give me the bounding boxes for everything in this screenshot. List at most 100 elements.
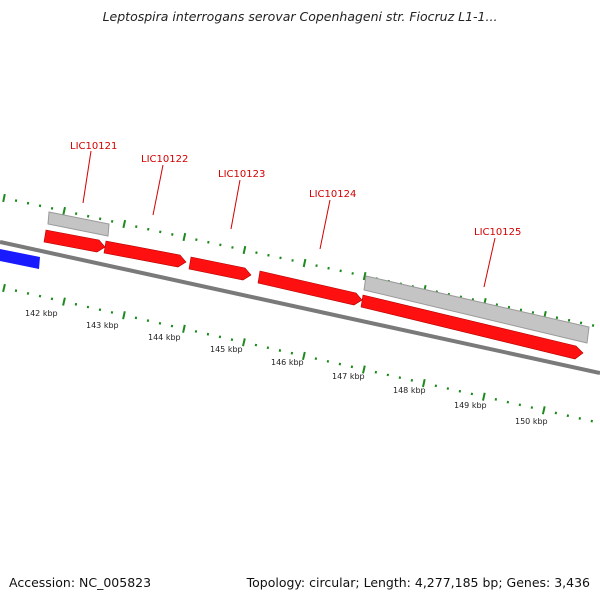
inner-minor-tick: [458, 389, 462, 393]
outer-minor-tick: [207, 240, 210, 244]
inner-minor-tick: [338, 362, 342, 366]
genome-backbone: [0, 240, 600, 375]
outer-minor-tick: [339, 269, 342, 273]
outer-minor-tick: [171, 233, 174, 236]
inner-minor-tick: [50, 297, 54, 301]
outer-minor-tick: [255, 251, 258, 255]
outer-minor-tick: [579, 321, 583, 325]
kbp-label-144: 144 kbp: [148, 333, 181, 342]
gene-label-lic10121: LIC10121: [70, 141, 117, 152]
outer-minor-tick: [315, 264, 318, 268]
feature-grey-2[interactable]: [363, 275, 590, 344]
inner-major-tick: [302, 351, 306, 361]
outer-minor-tick: [591, 324, 595, 327]
inner-minor-tick: [530, 406, 534, 409]
inner-minor-tick: [578, 417, 582, 420]
inner-major-tick: [242, 338, 246, 347]
inner-minor-tick: [134, 316, 138, 320]
outer-major-tick: [242, 245, 247, 255]
inner-minor-tick: [158, 321, 162, 325]
inner-minor-tick: [314, 357, 318, 361]
gene-lic10122[interactable]: [103, 240, 187, 268]
gene-label-lic10123: LIC10123: [218, 169, 265, 180]
kbp-label-148: 148 kbp: [393, 386, 426, 395]
gene-lic10121[interactable]: [43, 229, 106, 253]
outer-minor-tick: [531, 311, 535, 314]
gene-lic10123[interactable]: [188, 256, 252, 281]
inner-minor-tick: [194, 330, 198, 333]
inner-major-tick: [482, 392, 486, 401]
inner-minor-tick: [110, 311, 114, 314]
outer-major-tick: [62, 206, 66, 216]
outer-minor-tick: [110, 219, 114, 223]
outer-minor-tick: [38, 204, 42, 208]
inner-tick-ring: [2, 283, 594, 423]
accession-text: Accession: NC_005823: [9, 575, 152, 590]
kbp-label-142: 142 kbp: [25, 309, 58, 318]
inner-major-tick: [541, 406, 546, 415]
gene-lic10124[interactable]: [257, 270, 363, 306]
inner-minor-tick: [350, 365, 354, 369]
gene-label-lic10125: LIC10125: [474, 227, 521, 238]
outer-minor-tick: [567, 318, 571, 322]
outer-major-tick: [122, 219, 127, 229]
outer-minor-tick: [86, 214, 90, 218]
inner-minor-tick: [266, 346, 270, 350]
outer-major-tick: [362, 271, 367, 281]
inner-minor-tick: [146, 319, 150, 323]
inner-minor-tick: [386, 373, 390, 377]
genome-summary-text: Topology: circular; Length: 4,277,185 bp…: [246, 575, 590, 590]
inner-minor-tick: [590, 419, 594, 423]
kbp-label-150: 150 kbp: [515, 417, 548, 426]
inner-minor-tick: [290, 351, 294, 355]
kbp-label-143: 143 kbp: [86, 321, 119, 330]
kbp-label-147: 147 kbp: [332, 372, 365, 381]
outer-minor-tick: [98, 217, 102, 221]
inner-minor-tick: [278, 349, 282, 352]
gene-lic10125[interactable]: [360, 294, 584, 360]
inner-major-tick: [182, 324, 186, 333]
gene-reverse-1[interactable]: [0, 249, 40, 269]
kbp-label-146: 146 kbp: [271, 358, 304, 367]
kbp-label-149: 149 kbp: [454, 401, 487, 410]
inner-minor-tick: [398, 376, 402, 380]
outer-minor-tick: [219, 243, 222, 247]
inner-minor-tick: [98, 308, 102, 312]
inner-minor-tick: [38, 294, 42, 298]
inner-minor-tick: [254, 343, 258, 347]
outer-minor-tick: [195, 238, 198, 242]
inner-minor-tick: [554, 411, 558, 415]
gene-label-lic10124: LIC10124: [309, 189, 356, 200]
inner-minor-tick: [494, 397, 498, 401]
outer-minor-tick: [519, 308, 523, 312]
inner-minor-tick: [518, 403, 522, 407]
feature-grey-1[interactable]: [47, 211, 110, 237]
outer-minor-tick: [159, 230, 162, 234]
outer-minor-tick: [147, 227, 150, 231]
inner-major-tick: [62, 297, 66, 306]
outer-minor-tick: [50, 206, 54, 210]
inner-major-tick: [362, 365, 366, 374]
genome-title: Leptospira interrogans serovar Copenhage…: [102, 9, 498, 24]
outer-minor-tick: [74, 212, 78, 216]
inner-minor-tick: [74, 302, 78, 306]
outer-minor-tick: [279, 256, 282, 260]
inner-minor-tick: [446, 387, 450, 390]
inner-major-tick: [2, 283, 6, 293]
inner-major-tick: [122, 311, 126, 320]
outer-minor-tick: [26, 201, 30, 205]
outer-major-tick: [2, 193, 6, 203]
outer-minor-tick: [231, 246, 234, 249]
outer-minor-tick: [351, 272, 354, 275]
leader-lic10122: [152, 164, 164, 216]
inner-minor-tick: [566, 414, 570, 418]
inner-minor-tick: [26, 292, 30, 295]
outer-minor-tick: [555, 316, 559, 320]
kbp-label-145: 145 kbp: [210, 345, 243, 354]
inner-minor-tick: [326, 359, 330, 363]
gene-label-lic10122: LIC10122: [141, 154, 188, 165]
outer-minor-tick: [327, 266, 330, 270]
inner-minor-tick: [470, 392, 474, 396]
outer-major-tick: [182, 232, 187, 242]
